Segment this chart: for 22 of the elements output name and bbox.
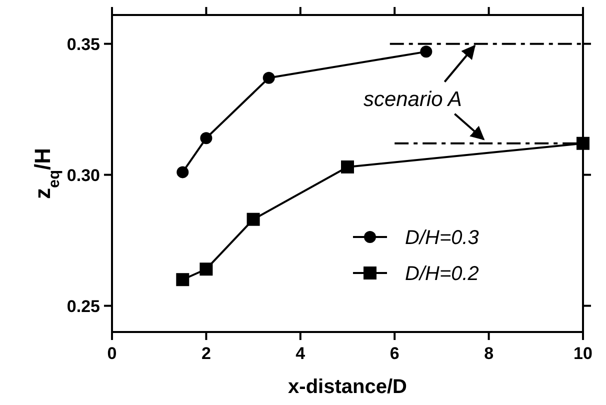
- x-tick-label: 6: [390, 344, 400, 363]
- point: [246, 212, 260, 226]
- x-axis-title: x-distance/D: [288, 376, 407, 398]
- x-tick-label: 2: [201, 344, 211, 363]
- point: [176, 273, 190, 286]
- x-tick-label: 10: [574, 344, 592, 363]
- x-tick-label: 8: [484, 344, 494, 363]
- legend-label: D/H=0.2: [405, 263, 479, 285]
- point: [262, 72, 275, 84]
- point: [341, 160, 354, 174]
- legend-label: D/H=0.3: [405, 227, 479, 249]
- annotation: scenario A: [363, 88, 462, 111]
- y-tick-label: 0.30: [66, 166, 100, 185]
- x-tick-label: 4: [296, 344, 306, 363]
- point: [176, 166, 189, 178]
- point: [200, 132, 212, 144]
- x-tick-label: 0: [107, 344, 117, 363]
- point: [200, 262, 213, 276]
- point: [420, 46, 432, 58]
- point: [576, 136, 590, 150]
- y-tick-label: 0.25: [66, 296, 100, 316]
- y-tick-label: 0.35: [66, 34, 100, 54]
